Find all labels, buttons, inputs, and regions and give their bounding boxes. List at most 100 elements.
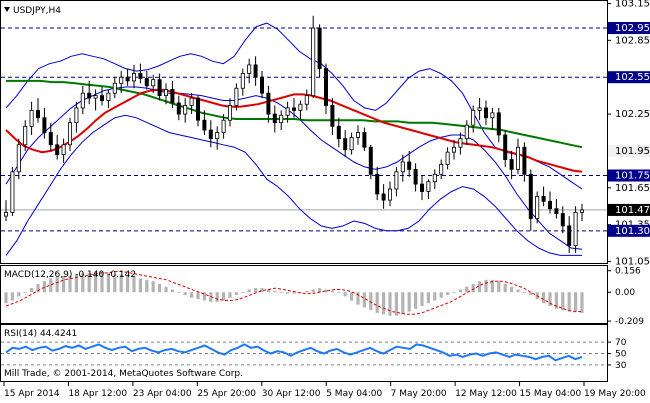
macd-histogram-bar (138, 278, 142, 293)
level-badge (608, 71, 650, 84)
macd-histogram-bar (222, 292, 226, 301)
candle-body-bear (503, 134, 508, 160)
level-badge (608, 224, 650, 237)
price-tick-label: 101.65 (615, 183, 650, 194)
macd-histogram-bar (388, 292, 392, 316)
macd-histogram-bar (241, 292, 245, 294)
candle-body-bull (119, 76, 124, 84)
ma-slow-line (6, 79, 583, 149)
macd-histogram-bar (510, 286, 514, 293)
candle-body-bull (516, 146, 521, 170)
candle-body-bull (471, 109, 476, 126)
candle-body-bear (195, 97, 200, 121)
candle-body-bull (432, 173, 437, 183)
candle-body-bear (170, 89, 175, 104)
macd-panel-frame (0, 265, 608, 324)
candle-body-bear (291, 107, 296, 111)
time-tick-label: 19 May 20:00 (584, 389, 646, 399)
macd-histogram-bar (196, 292, 200, 300)
candle-body-bull (29, 109, 34, 127)
level-badge (608, 169, 650, 182)
macd-histogram-bar (81, 272, 85, 293)
macd-histogram-bar (580, 292, 584, 313)
candle-body-bull (279, 114, 284, 124)
candle-body-bull (400, 161, 405, 173)
macd-histogram-bar (567, 292, 571, 312)
macd-histogram-bar (465, 286, 469, 293)
symbol-triangle-icon (4, 7, 10, 12)
price-axis: 103.15102.85102.25101.65101.35101.05101.… (607, 0, 650, 371)
candle-body-bull (349, 137, 354, 151)
price-tick-label: 102.85 (615, 35, 650, 46)
price-tick-label: 102.25 (615, 109, 650, 120)
macd-histogram-bar (542, 292, 546, 304)
macd-histogram-bar (343, 292, 347, 297)
candle-body-bear (253, 64, 258, 78)
bollinger-bands (5, 22, 583, 256)
candle-body-bear (528, 173, 533, 219)
macd-histogram-bar (113, 274, 117, 293)
macd-tick-label: 0.156 (615, 267, 641, 277)
macd-histogram-bar (426, 292, 430, 304)
candle-body-bear (48, 132, 53, 146)
candle-body-bull (311, 27, 316, 97)
candle-body-bull (221, 119, 226, 133)
time-tick-label: 15 May 04:00 (520, 389, 582, 399)
candle-body-bear (138, 73, 143, 79)
candle-body-bull (445, 151, 450, 165)
moving-averages (5, 79, 583, 173)
macd-histogram-bar (158, 283, 162, 293)
macd-histogram-bar (106, 272, 110, 293)
candle-body-bear (144, 78, 149, 87)
macd-histogram-bar (350, 292, 354, 301)
time-tick-label: 12 May 12:00 (455, 389, 517, 399)
macd-signal-line (5, 271, 582, 315)
current-price-label: 101.47 (615, 205, 650, 216)
macd-histogram-bar (337, 292, 341, 294)
time-tick-label: 25 Apr 20:00 (197, 389, 256, 399)
level-badge-label: 102.95 (615, 23, 650, 34)
candle-body-bull (394, 171, 399, 190)
candle-body-bear (336, 125, 341, 140)
level-badge-label: 101.30 (615, 226, 650, 237)
candle-body-bull (16, 144, 21, 173)
macd-histogram-bar (362, 292, 366, 308)
macd-histogram-bar (375, 292, 379, 313)
macd-histogram-bar (100, 271, 104, 293)
level-badge (608, 22, 650, 35)
macd-histogram-bar (574, 292, 578, 312)
rsi-series (1, 341, 607, 366)
candle-body-bear (541, 196, 546, 202)
macd-histogram-bar (260, 288, 264, 293)
macd-histogram-bar (490, 279, 494, 293)
bollinger-lower (5, 114, 582, 256)
macd-histogram-bar (145, 279, 149, 293)
candle-body-bull (573, 211, 578, 246)
macd-tick-label: -0.209 (615, 317, 644, 327)
candlesticks (4, 15, 585, 253)
macd-histogram-bar (471, 283, 475, 293)
macd-histogram-bar (446, 292, 450, 295)
macd-histogram-bar (503, 283, 507, 293)
macd-label: MACD(12,26,9) -0.140 -0.142 (4, 270, 136, 280)
macd-histogram-bar (273, 290, 277, 293)
candle-body-bear (554, 208, 559, 215)
symbol-title: USDJPY,H4 (13, 6, 61, 16)
macd-histogram-bar (548, 292, 552, 307)
candle-body-bear (157, 79, 162, 97)
candle-body-bear (419, 183, 424, 192)
macd-histogram-bar (228, 292, 232, 298)
macd-histogram-bar (279, 292, 283, 294)
candle-body-bull (304, 95, 309, 105)
macd-histogram-bar (247, 289, 251, 293)
macd-histogram-bar (439, 292, 443, 298)
candle-body-bull (298, 103, 303, 111)
macd-histogram-bar (420, 292, 424, 307)
main-panel-frame (0, 0, 608, 264)
macd-histogram-bar (369, 292, 373, 311)
macd-histogram-bar (305, 290, 309, 293)
candle-body-bear (407, 161, 412, 170)
time-tick-label: 15 Apr 2014 (4, 389, 60, 399)
